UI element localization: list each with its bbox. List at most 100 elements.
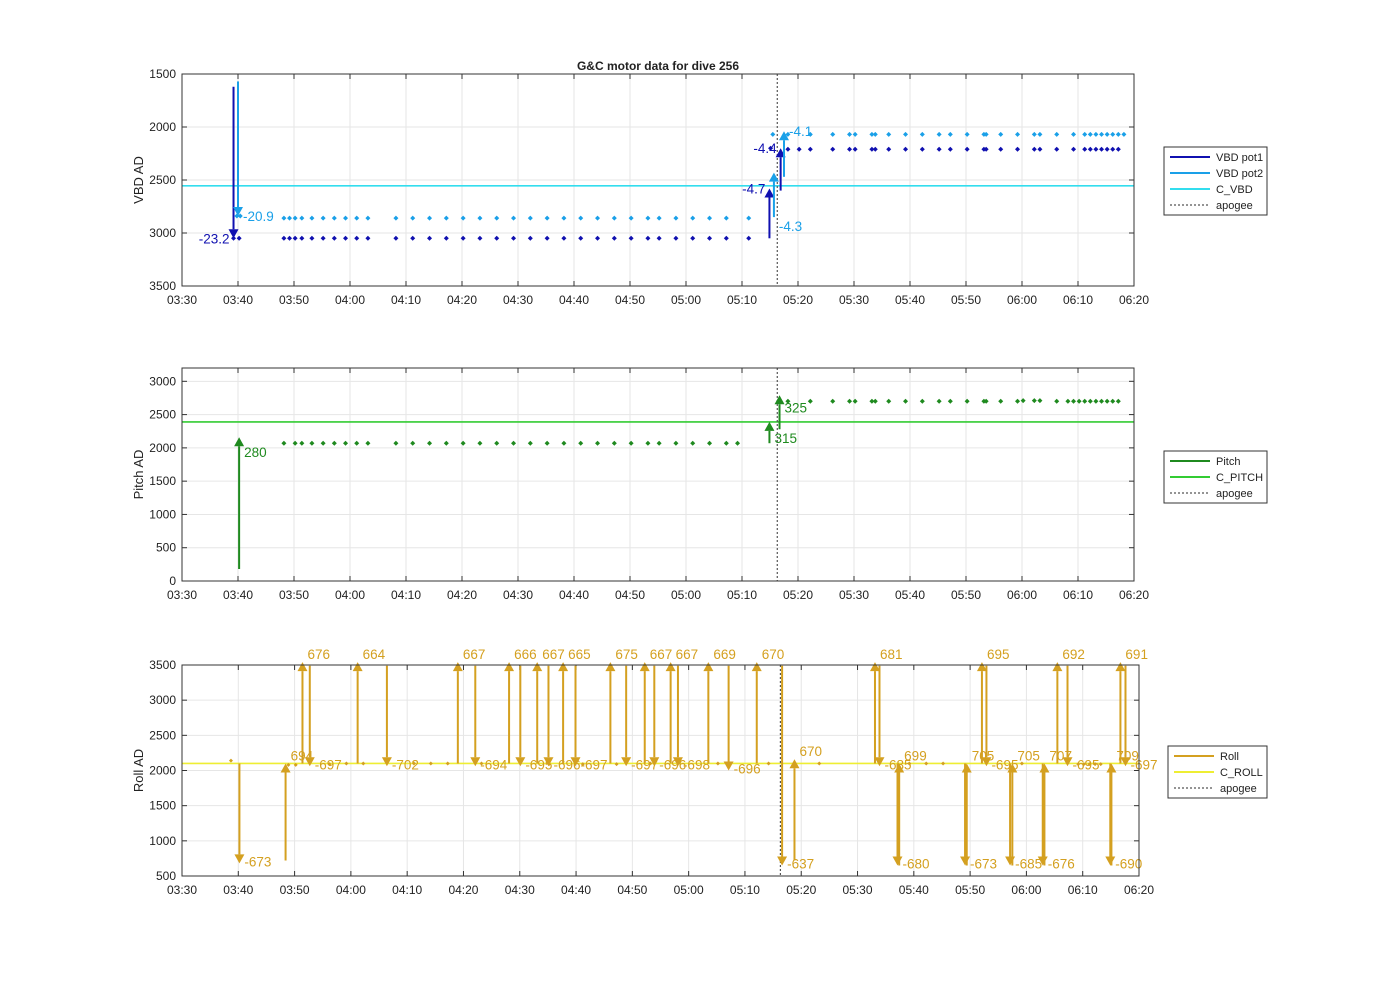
data-point-vbd-pot2	[309, 215, 315, 221]
y-tick-label: 2000	[149, 764, 176, 778]
data-point-vbd-pot1	[746, 235, 752, 241]
data-point-vbd-pot1	[1054, 146, 1060, 152]
data-point-pitch	[281, 440, 287, 446]
y-axis-label: Roll AD	[131, 749, 146, 792]
data-point-vbd-pot1	[561, 235, 567, 241]
x-tick-label: 06:20	[1119, 293, 1149, 307]
figure-title: G&C motor data for dive 256	[577, 59, 739, 73]
data-point-vbd-pot2	[561, 215, 567, 221]
data-point-vbd-pot1	[1087, 146, 1093, 152]
x-tick-label: 06:10	[1068, 883, 1098, 897]
data-point-roll	[286, 762, 291, 767]
data-point-pitch	[723, 440, 729, 446]
x-tick-label: 03:40	[223, 588, 253, 602]
y-axis-label: Pitch AD	[131, 450, 146, 500]
data-point-vbd-pot1	[707, 235, 713, 241]
data-point-pitch	[299, 440, 305, 446]
data-point-vbd-pot2	[281, 215, 287, 221]
data-point-vbd-pot1	[872, 146, 878, 152]
data-point-vbd-pot2	[1031, 131, 1037, 137]
arrow-value-label: 692	[1062, 647, 1085, 662]
data-point-vbd-pot2	[869, 131, 875, 137]
x-tick-label: 05:50	[951, 588, 981, 602]
data-point-vbd-pot1	[645, 235, 651, 241]
arrow-value-label: -637	[787, 856, 814, 871]
data-point-roll	[1087, 762, 1092, 767]
arrow-head	[1120, 757, 1131, 767]
data-point-roll	[445, 761, 450, 766]
data-point-roll	[1076, 762, 1081, 767]
arrow-value-label: 325	[785, 400, 808, 415]
arrow-value-label: -702	[392, 757, 419, 772]
y-tick-label: 3000	[149, 693, 176, 707]
data-point-vbd-pot2	[427, 215, 433, 221]
data-point-vbd-pot1	[903, 146, 909, 152]
y-tick-label: 3000	[149, 374, 176, 388]
y-tick-label: 2000	[149, 120, 176, 134]
data-point-vbd-pot2	[1121, 131, 1127, 137]
data-point-vbd-pot2	[919, 131, 925, 137]
arrow-head	[768, 172, 779, 182]
plot-content	[182, 368, 1134, 581]
arrow-value-label: 675	[615, 647, 638, 662]
data-point-vbd-pot1	[410, 235, 416, 241]
data-point-vbd-pot1	[477, 235, 483, 241]
data-point-vbd-pot2	[830, 131, 836, 137]
data-point-vbd-pot2	[494, 215, 500, 221]
arrow-head	[1062, 757, 1073, 767]
data-point-vbd-pot2	[785, 131, 791, 137]
x-tick-label: 03:30	[167, 588, 197, 602]
legend-label: C_VBD	[1216, 184, 1253, 196]
plot-frame	[181, 367, 1135, 582]
data-point-vbd-pot1	[443, 235, 449, 241]
arrow-value-label: -4.3	[779, 219, 802, 234]
data-point-vbd-pot1	[393, 235, 399, 241]
data-point-pitch	[1065, 398, 1071, 404]
x-tick-label: 04:40	[559, 588, 589, 602]
legend-box	[1163, 146, 1268, 216]
data-point-roll	[228, 758, 233, 763]
data-point-pitch	[735, 440, 741, 446]
data-point-pitch	[1093, 398, 1099, 404]
arrow-head	[779, 131, 789, 141]
data-point-roll	[293, 762, 298, 767]
data-point-vbd-pot1	[1099, 146, 1105, 152]
data-point-pitch	[410, 440, 416, 446]
data-point-vbd-pot2	[807, 131, 813, 137]
plot-content	[182, 74, 1134, 286]
y-tick-label: 1500	[149, 799, 176, 813]
legend-label: VBD pot2	[1216, 168, 1263, 180]
x-tick-label: 04:30	[503, 293, 533, 307]
arrow-head	[1039, 763, 1050, 773]
x-tick-label: 04:50	[615, 588, 645, 602]
arrow-value-label: -695	[1073, 757, 1100, 772]
data-point-vbd-pot2	[903, 131, 909, 137]
data-point-roll	[1019, 761, 1024, 766]
arrow-head	[981, 757, 992, 767]
data-point-vbd-pot1	[807, 146, 813, 152]
arrow-head	[1007, 763, 1018, 773]
arrow-value-label: -673	[244, 854, 271, 869]
data-point-vbd-pot1	[287, 235, 293, 241]
data-point-vbd-pot2	[320, 215, 326, 221]
x-tick-label: 04:50	[615, 293, 645, 307]
y-tick-label: 3500	[149, 279, 176, 293]
arrow-head	[470, 757, 481, 767]
data-point-roll	[941, 761, 946, 766]
arrow-head	[233, 207, 243, 217]
data-point-vbd-pot2	[527, 215, 533, 221]
data-point-roll	[907, 761, 912, 766]
data-point-vbd-pot2	[393, 215, 399, 221]
data-point-vbd-pot1	[852, 146, 858, 152]
x-tick-label: 05:30	[839, 588, 869, 602]
data-point-vbd-pot1	[723, 235, 729, 241]
plot-frame	[181, 664, 1140, 877]
arrow-head	[1105, 856, 1116, 866]
data-point-vbd-pot1	[236, 235, 242, 241]
data-point-roll	[344, 761, 349, 766]
arrow-value-label: 665	[568, 647, 591, 662]
data-point-vbd-pot1	[796, 146, 802, 152]
arrow-value-label: 681	[880, 647, 903, 662]
data-point-vbd-pot1	[886, 146, 892, 152]
